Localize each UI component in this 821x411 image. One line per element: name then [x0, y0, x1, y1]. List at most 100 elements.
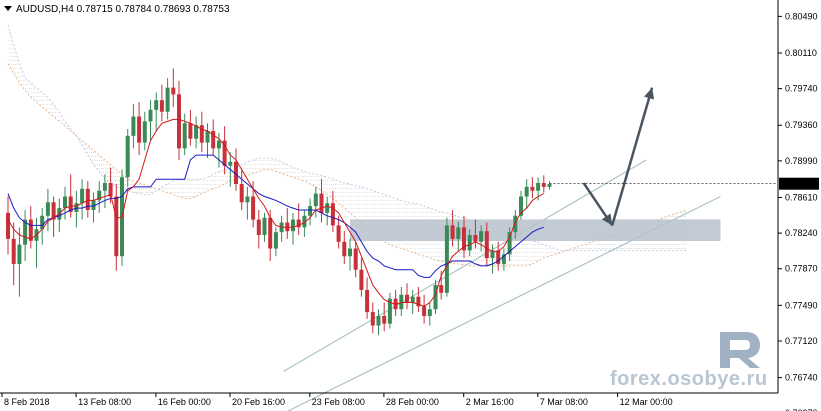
candle: [91, 192, 96, 223]
cloud-segment: [247, 159, 254, 176]
cloud-segment: [526, 238, 533, 266]
cloud-segment: [538, 242, 544, 262]
y-tick-label: 0.79740: [785, 84, 818, 94]
candle-body: [222, 140, 227, 166]
candle-body: [359, 269, 364, 290]
candle: [342, 231, 347, 264]
candle: [348, 238, 352, 271]
cloud-segment: [213, 171, 219, 189]
candle-body: [547, 183, 552, 187]
cloud-segment: [218, 169, 225, 187]
candle: [188, 109, 193, 146]
cloud-segment: [578, 244, 584, 251]
cloud-segment: [304, 171, 311, 184]
cloud-segment: [344, 183, 350, 213]
candle-body: [348, 248, 352, 257]
candle-body: [450, 225, 455, 239]
candle-body: [444, 225, 449, 293]
candle-body: [194, 125, 199, 139]
cloud-segment: [281, 161, 288, 176]
candle: [427, 302, 432, 326]
cloud-segment: [201, 177, 208, 194]
dropdown-triangle-icon[interactable]: [4, 6, 12, 11]
candle: [262, 212, 267, 242]
candle-body: [6, 212, 10, 239]
candle-body: [262, 217, 267, 236]
cloud-segment: [139, 183, 145, 195]
candle-body: [273, 232, 278, 249]
candle-body: [40, 215, 45, 230]
cloud-segment: [47, 97, 54, 117]
candle-body: [108, 183, 113, 197]
x-tick-label: 28 Feb 00:00: [386, 397, 439, 407]
candle: [319, 179, 324, 223]
candle: [467, 229, 472, 257]
candle: [507, 227, 512, 262]
channel-upper-line: [282, 159, 647, 373]
cloud-segment: [595, 238, 601, 251]
cloud-segment: [275, 159, 282, 174]
cloud-segment: [196, 179, 202, 197]
cloud-segment: [543, 244, 550, 259]
x-tick-label: 2 Mar 16:00: [466, 397, 514, 407]
candle: [142, 111, 147, 151]
candle: [194, 116, 199, 149]
x-tick-label: 7 Mar 08:00: [540, 397, 588, 407]
candle: [353, 241, 358, 278]
candle-body: [131, 116, 136, 136]
candle-body: [125, 135, 130, 178]
cloud-segment: [327, 177, 333, 199]
cloud-segment: [59, 111, 65, 127]
cloud-segment: [315, 174, 322, 191]
candle-body: [399, 294, 404, 310]
candle-body: [177, 94, 181, 149]
candle-body: [308, 206, 313, 216]
candle-body: [313, 193, 318, 207]
candle-body: [519, 196, 523, 216]
candle-body: [479, 231, 484, 242]
candle: [490, 244, 495, 274]
candle: [199, 111, 204, 153]
candle: [137, 102, 142, 156]
cloud-segment: [293, 167, 299, 180]
forecast-arrow-shaft: [610, 87, 654, 226]
cloud-segment: [76, 135, 83, 146]
candle: [387, 292, 392, 329]
cloud-segment: [13, 44, 20, 83]
candle-body: [114, 196, 119, 257]
candle: [541, 175, 546, 193]
y-tick-label: 0.77870: [785, 264, 818, 274]
ohlc-readout: 0.78715 0.78784 0.78693 0.78753: [76, 4, 230, 15]
candle: [547, 181, 552, 190]
cloud-segment: [110, 164, 117, 187]
candle-body: [199, 125, 204, 143]
candle-body: [102, 183, 107, 191]
cloud-segment: [355, 185, 362, 223]
y-tick-label: 0.77490: [785, 300, 818, 310]
candle-body: [353, 248, 358, 270]
candle: [205, 123, 210, 158]
candle-body: [405, 294, 409, 303]
candle-body: [336, 225, 341, 242]
cloud-segment: [53, 104, 60, 122]
candle: [131, 104, 136, 149]
candle-body: [97, 190, 102, 201]
candle-body: [427, 309, 432, 316]
candle-body: [234, 161, 238, 184]
cloud-segment: [179, 179, 185, 199]
y-tick-label: 0.78240: [785, 228, 818, 238]
cloud-segment: [287, 164, 293, 178]
candle-body: [325, 203, 330, 213]
candle: [399, 287, 404, 316]
candle: [273, 227, 278, 257]
candle-body: [541, 183, 546, 187]
candle: [382, 302, 387, 332]
candle-body: [68, 196, 73, 212]
x-tick-label: 16 Feb 00:00: [158, 397, 211, 407]
candle: [405, 283, 409, 310]
y-tick-label: 0.80110: [785, 48, 817, 58]
candle-body: [148, 109, 153, 122]
candle-body: [496, 250, 501, 264]
cloud-segment: [190, 179, 197, 199]
